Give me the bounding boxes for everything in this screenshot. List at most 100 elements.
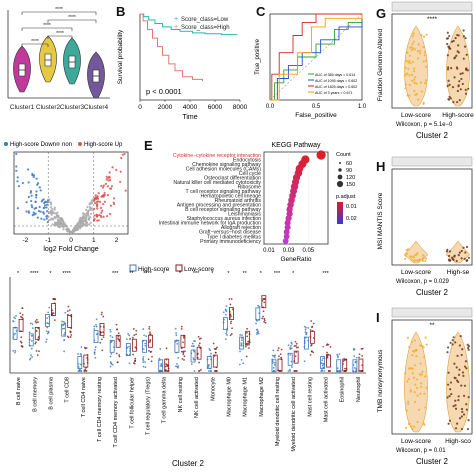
sample-point [408,46,412,49]
sample-point [456,422,459,425]
cluster-tick-label: Cluster3 [60,104,85,110]
cell-box [180,334,186,348]
cell-tick-label: NK cell resting [178,377,184,412]
plot-frame [391,13,473,109]
gene-point [100,184,103,188]
sample-point [404,257,407,260]
cell-point [111,336,114,339]
cell-box [18,319,24,332]
cell-box [271,359,277,373]
sample-point [409,390,412,393]
cell-point [198,344,200,347]
sample-point [467,419,470,422]
x-axis-label: Cluster 2 [416,131,449,140]
x-axis-label: Cluster 2 [416,457,449,466]
cell-box [206,356,212,369]
sample-point [464,360,468,363]
sample-point [405,252,409,256]
sample-point [446,351,449,354]
cell-point [61,320,63,323]
gene-point [47,219,51,222]
x-tick-label: 0.0 [266,104,275,110]
gene-point [33,207,36,210]
cell-point [31,355,34,358]
size-legend-label: 90 [346,168,352,174]
gene-point [96,203,99,207]
sample-point [463,365,467,368]
cell-point [326,343,329,346]
x-tick-label: 0.03 [283,248,295,254]
sample-point [448,419,452,422]
cell-point [28,331,31,334]
cell-point [31,334,34,337]
panel-h: H MSI MANTIS Score Low-score High-se Wilcox… [372,155,474,305]
gene-point [53,212,56,215]
cell-point [61,327,64,330]
cell-point [13,316,15,319]
cell-box [109,339,115,353]
sample-point [415,92,418,96]
cell-point [192,345,195,347]
sample-point [404,83,407,86]
gene-point [39,189,42,192]
gene-point [27,195,30,199]
cell-point [180,325,183,328]
sample-point [457,254,460,257]
cell-point [19,312,22,315]
cell-point [69,336,72,338]
cell-box [336,359,342,373]
gene-point [79,222,82,226]
sample-point [411,427,414,431]
cell-point [273,356,276,359]
y-axis-label: True_positive [255,38,261,74]
gene-point [32,174,36,177]
gene-point [97,192,100,195]
panel-a-plot: Cluster1 Cluster2 Cluster3 Cluster4 **** ****… [7,7,110,110]
sample-point [403,372,407,375]
cell-box [125,343,131,356]
cell-tick-label: Monocyte [210,377,216,401]
cell-point [125,338,128,341]
cluster-tick-label: Cluster2 [36,104,61,110]
sample-point [413,339,417,342]
cell-point [361,347,364,350]
sample-point [404,74,407,77]
sample-point [423,355,426,359]
cell-point [47,322,50,325]
sample-point [446,396,449,399]
cell-point [63,327,66,330]
p-value: p < 0.0001 [146,87,182,96]
cell-point [256,333,258,336]
sample-point [413,391,416,394]
cell-point [239,350,241,353]
cell-point [12,349,15,352]
cell-point [175,332,177,334]
cell-point [190,363,193,366]
cell-box [131,338,137,352]
gene-point [93,199,96,202]
gene-point [87,209,90,212]
sample-point [447,383,450,386]
sample-point [414,400,417,404]
cluster-tick-label: Cluster1 [10,104,35,110]
sample-point [407,248,410,251]
sample-point [460,257,463,260]
sample-point [455,66,459,69]
cell-point [338,353,341,355]
cell-box [212,354,218,368]
cell-point [14,332,16,335]
cell-point [322,345,325,348]
sample-point [413,48,416,51]
gene-point [50,212,53,215]
sample-point [463,257,466,260]
cell-point [94,346,97,348]
cell-point [280,356,283,359]
cell-box [309,330,315,344]
cell-point [46,317,49,320]
cell-point [31,327,34,330]
gene-point [112,201,115,204]
cell-point [336,367,339,370]
cell-point [110,352,113,355]
gene-point [58,226,61,229]
sample-point [422,254,425,257]
